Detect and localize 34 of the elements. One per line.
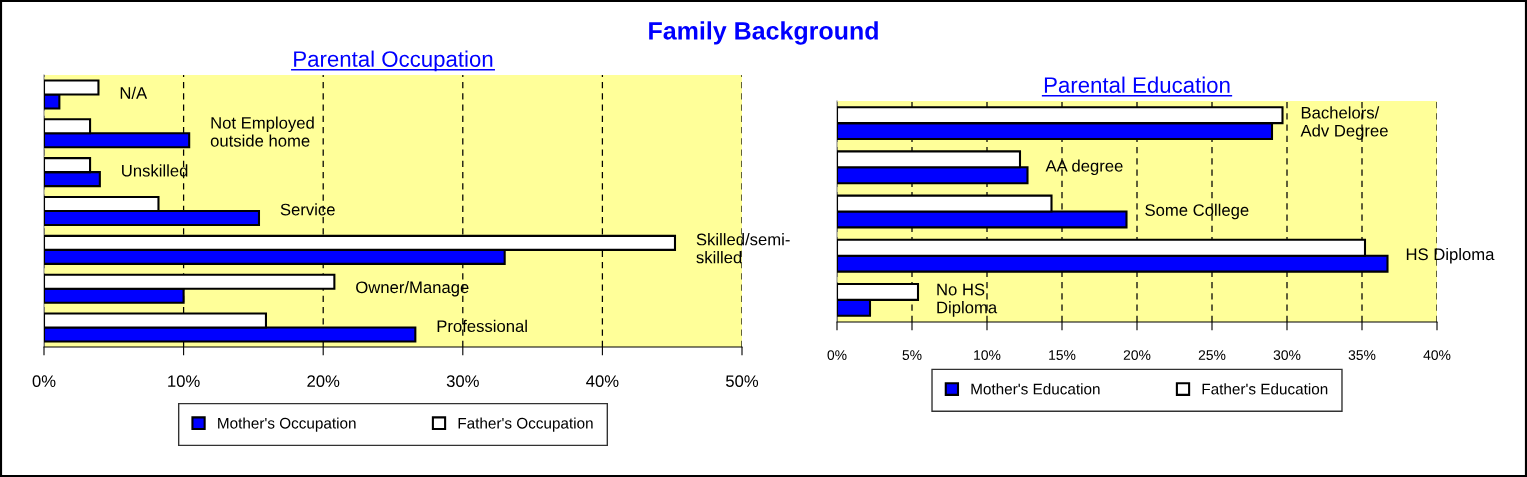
y-tick-label: Service	[280, 203, 335, 216]
x-tick-label: 20%	[307, 375, 340, 388]
y-tick-label: Unskilled	[122, 164, 188, 177]
y-tick-label: Owner/Manage	[356, 280, 469, 297]
legend-label: Mother's Occupation	[218, 417, 356, 432]
y-tick-label: N/A	[120, 86, 148, 99]
x-tick-label: 40%	[1423, 350, 1451, 360]
x-tick-label: 10%	[974, 350, 1001, 360]
x-tick-label: 15%	[1049, 350, 1076, 360]
y-tick-label: Not Employed outside home	[210, 116, 314, 147]
chart-title: Family Background	[649, 21, 878, 45]
legend-label: Father's Occupation	[458, 417, 593, 432]
x-tick-label: 0%	[827, 350, 847, 360]
y-tick-label: AA degree	[1045, 159, 1123, 176]
x-tick-label: 20%	[1123, 350, 1151, 360]
x-tick-label: 0%	[32, 375, 56, 388]
legend-label: Father's Education	[1202, 383, 1328, 395]
x-tick-label: 50%	[725, 375, 759, 388]
x-tick-label: 5%	[902, 350, 922, 360]
legend-label: Mother's Education	[971, 383, 1100, 395]
y-tick-label: HS Diploma	[1406, 247, 1495, 264]
y-tick-label: Some College	[1145, 203, 1249, 220]
y-tick-label: Professional	[437, 319, 527, 333]
y-tick-label: Skilled/semi- skilled	[696, 233, 790, 264]
y-tick-label: No HS Diploma	[937, 283, 998, 317]
x-tick-label: 25%	[1198, 350, 1226, 360]
y-tick-label: Bachelors/ Adv Degree	[1300, 106, 1388, 140]
chart-subtitle: Parental Education	[1044, 76, 1230, 93]
x-tick-label: 10%	[168, 375, 200, 388]
x-tick-label: 30%	[1273, 350, 1301, 360]
chart-subtitle: Parental Occupation	[294, 50, 493, 72]
x-tick-label: 35%	[1348, 350, 1376, 360]
x-tick-label: 30%	[446, 375, 479, 388]
x-tick-label: 40%	[586, 375, 619, 388]
